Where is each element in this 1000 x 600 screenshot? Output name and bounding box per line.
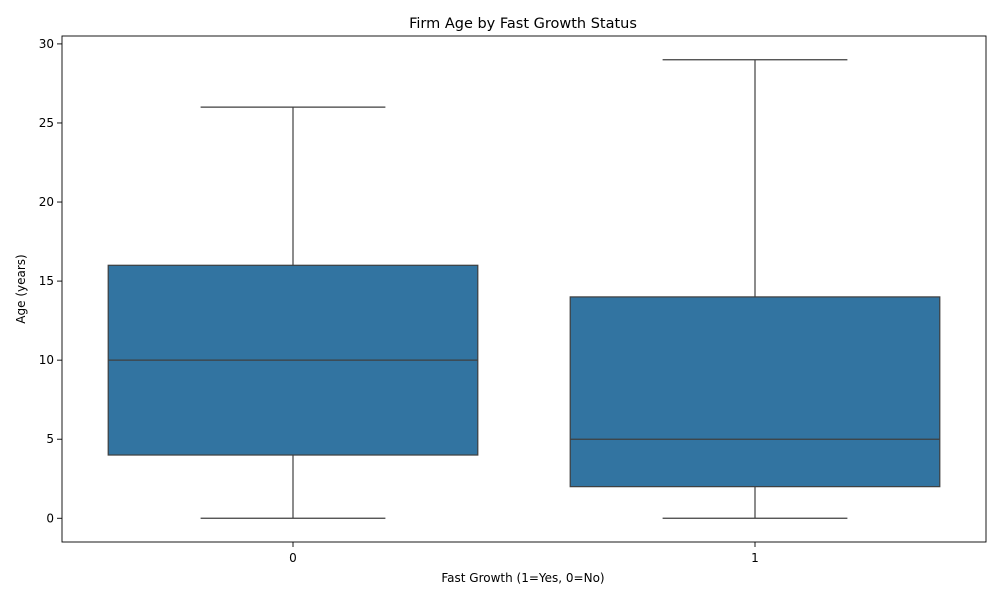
x-tick-label: 0: [289, 551, 297, 565]
plot-frame: [61, 35, 987, 543]
box-group-1: [569, 59, 941, 519]
chart-title: Firm Age by Fast Growth Status: [409, 16, 637, 32]
x-tick-label: 1: [751, 551, 759, 565]
y-axis: 0 5 10 15 20 25 30: [39, 37, 62, 525]
x-axis-label: Fast Growth (1=Yes, 0=No): [441, 571, 604, 585]
y-tick-label: 25: [39, 116, 54, 130]
y-tick-label: 5: [46, 432, 54, 446]
box-iqr: [569, 296, 941, 488]
y-tick-label: 20: [39, 195, 54, 209]
y-tick-label: 15: [39, 274, 54, 288]
y-axis-label: Age (years): [14, 254, 28, 323]
y-tick-label: 30: [39, 37, 54, 51]
y-tick-label: 10: [39, 353, 54, 367]
box-group-0: [107, 106, 479, 519]
plot-area: [107, 59, 941, 519]
y-tick-label: 0: [46, 511, 54, 525]
